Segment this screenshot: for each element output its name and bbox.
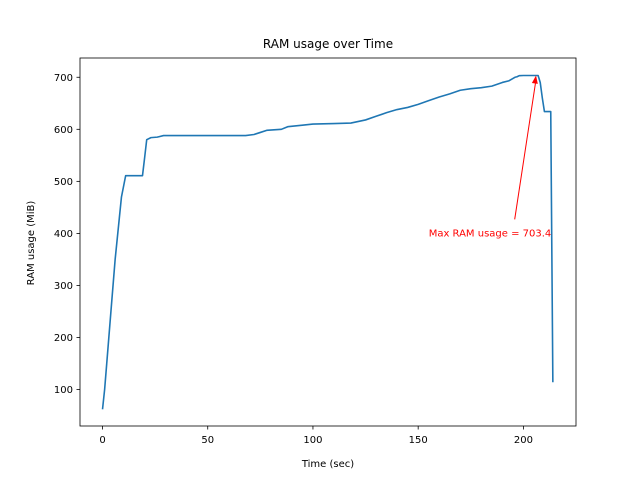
annotation-arrow-line [514, 79, 537, 220]
x-tick-label-2: 100 [303, 435, 322, 446]
max-annotation: Max RAM usage = 703.4 [429, 75, 552, 239]
x-tick-label-0: 0 [99, 435, 105, 446]
x-axis: 0 50 100 150 200 [99, 426, 533, 446]
y-tick-label-4: 500 [54, 177, 73, 188]
y-tick-label-2: 300 [54, 281, 73, 292]
y-tick-label-1: 200 [54, 333, 73, 344]
x-axis-label: Time (sec) [301, 459, 354, 470]
annotation-text: Max RAM usage = 703.4 [429, 228, 552, 239]
y-tick-label-0: 100 [54, 385, 73, 396]
y-tick-label-3: 400 [54, 229, 73, 240]
x-tick-label-1: 50 [201, 435, 214, 446]
x-tick-label-4: 200 [514, 435, 533, 446]
y-axis: 100 200 300 400 500 600 700 [54, 73, 80, 396]
axes-frame [79, 57, 577, 427]
y-tick-label-5: 600 [54, 125, 73, 136]
series-line-ram [101, 74, 554, 410]
annotation-arrow-head [531, 75, 538, 84]
y-axis-label: RAM usage (MiB) [26, 201, 37, 286]
x-tick-label-3: 150 [409, 435, 428, 446]
plot-area: Max RAM usage = 703.4 [79, 57, 577, 427]
y-tick-label-6: 700 [54, 73, 73, 84]
chart-title: RAM usage over Time [263, 37, 393, 51]
